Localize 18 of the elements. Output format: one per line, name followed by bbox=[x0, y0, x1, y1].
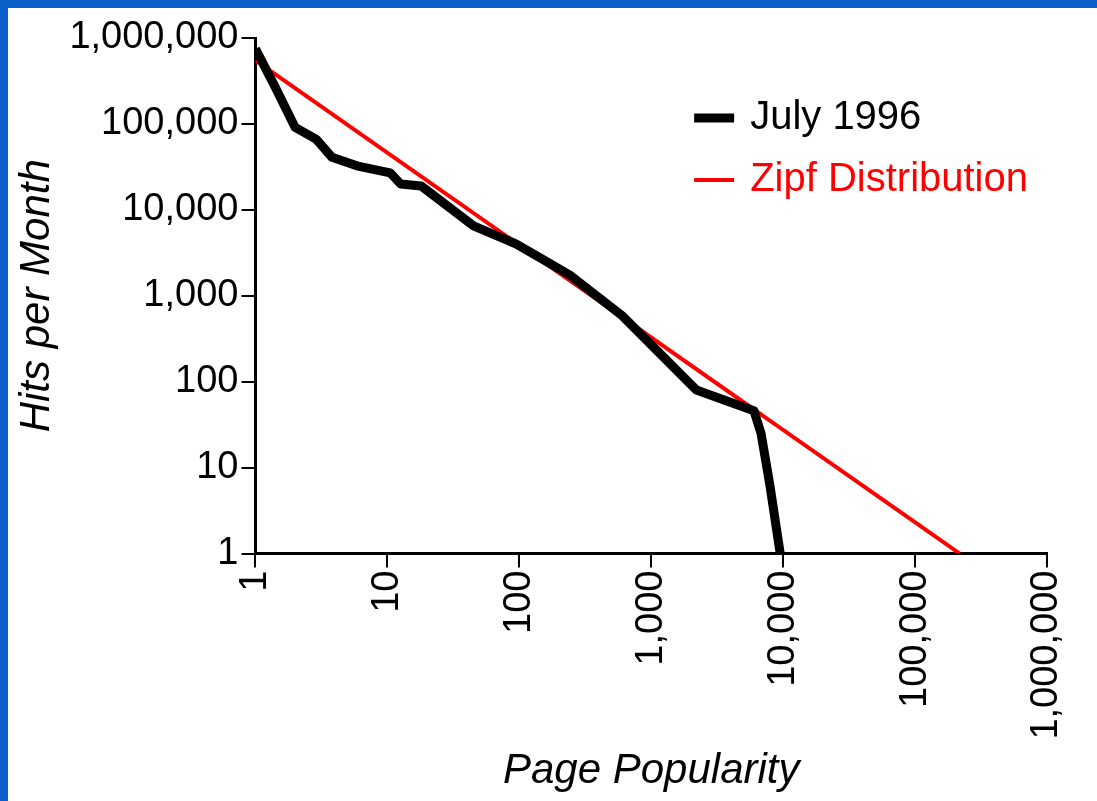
y-tick-label: 1,000 bbox=[143, 272, 239, 315]
y-tick-label: 1 bbox=[217, 530, 239, 573]
x-tick-label: 10,000 bbox=[759, 570, 802, 687]
x-tick-label: 10 bbox=[363, 570, 406, 613]
y-axis-title: Hits per Month bbox=[10, 159, 58, 433]
y-tick-label: 100 bbox=[175, 358, 239, 401]
x-tick-label: 1,000 bbox=[627, 570, 670, 666]
legend-label: July 1996 bbox=[750, 93, 922, 138]
x-axis-title: Page Popularity bbox=[502, 745, 803, 793]
y-tick-label: 10 bbox=[196, 444, 239, 487]
y-tick-label: 10,000 bbox=[122, 186, 239, 229]
x-tick-label: 100 bbox=[495, 570, 538, 634]
legend-label: Zipf Distribution bbox=[750, 155, 1028, 200]
x-tick-label: 100,000 bbox=[891, 570, 934, 708]
y-tick-label: 100,000 bbox=[101, 100, 239, 143]
x-tick-label: 1 bbox=[231, 570, 274, 592]
y-tick-label: 1,000,000 bbox=[69, 14, 239, 57]
x-tick-label: 1,000,000 bbox=[1023, 570, 1066, 740]
